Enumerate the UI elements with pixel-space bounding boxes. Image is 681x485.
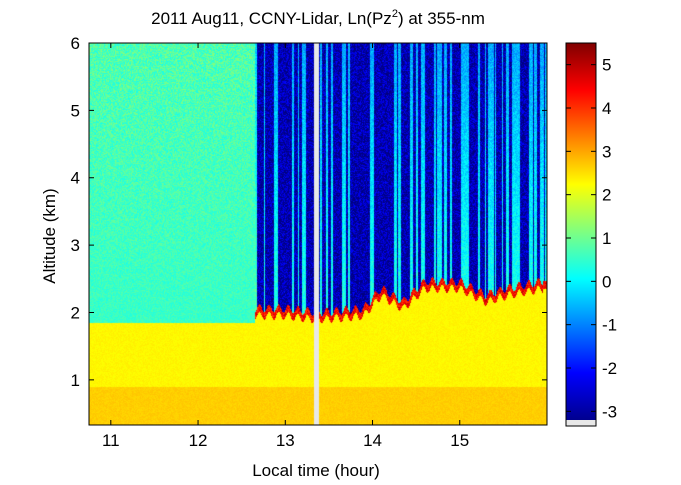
y-tick-label: 3 xyxy=(71,236,80,255)
x-axis: 11 12 13 14 15 xyxy=(102,43,469,450)
colorbar-tick-label: 0 xyxy=(602,272,611,291)
y-tick-label: 2 xyxy=(71,303,80,322)
x-tick-label: 12 xyxy=(189,431,208,450)
colorbar-tick-label: -1 xyxy=(602,316,617,335)
y-axis: 1 2 3 4 5 6 xyxy=(71,34,547,390)
colorbar-ticks: -3 -2 -1 0 1 2 3 4 5 xyxy=(566,56,617,421)
colorbar-nodata-swatch xyxy=(566,420,596,426)
colorbar-tick-label: 2 xyxy=(602,186,611,205)
chart-title-suffix: ) at 355-nm xyxy=(398,9,485,28)
x-axis-label: Local time (hour) xyxy=(252,461,380,480)
chart-title-main: 2011 Aug11, CCNY-Lidar, Ln(Pz xyxy=(151,9,392,28)
chart-title: 2011 Aug11, CCNY-Lidar, Ln(Pz2) at 355-n… xyxy=(151,8,485,28)
colorbar-tick-label: -3 xyxy=(602,402,617,421)
chart-title-superscript: 2 xyxy=(392,8,398,20)
colorbar-tick-label: 1 xyxy=(602,229,611,248)
y-tick-label: 4 xyxy=(71,169,80,188)
y-tick-label: 6 xyxy=(71,34,80,53)
y-axis-label: Altitude (km) xyxy=(40,188,59,283)
x-tick-label: 11 xyxy=(102,431,120,450)
y-tick-label: 5 xyxy=(71,101,80,120)
colorbar-tick-label: 5 xyxy=(602,56,611,75)
colorbar-gradient xyxy=(566,43,596,420)
x-tick-label: 14 xyxy=(363,431,382,450)
colorbar-tick-label: 3 xyxy=(602,142,611,161)
colorbar: -3 -2 -1 0 1 2 3 4 5 xyxy=(565,42,617,427)
backscatter-heatmap xyxy=(89,43,547,425)
colorbar-frame xyxy=(565,42,597,427)
x-tick-label: 13 xyxy=(276,431,295,450)
colorbar-tick-label: 4 xyxy=(602,99,611,118)
colorbar-tick-label: -2 xyxy=(602,359,617,378)
y-tick-label: 1 xyxy=(71,371,80,390)
plot-frame xyxy=(88,42,548,426)
x-tick-label: 15 xyxy=(450,431,469,450)
